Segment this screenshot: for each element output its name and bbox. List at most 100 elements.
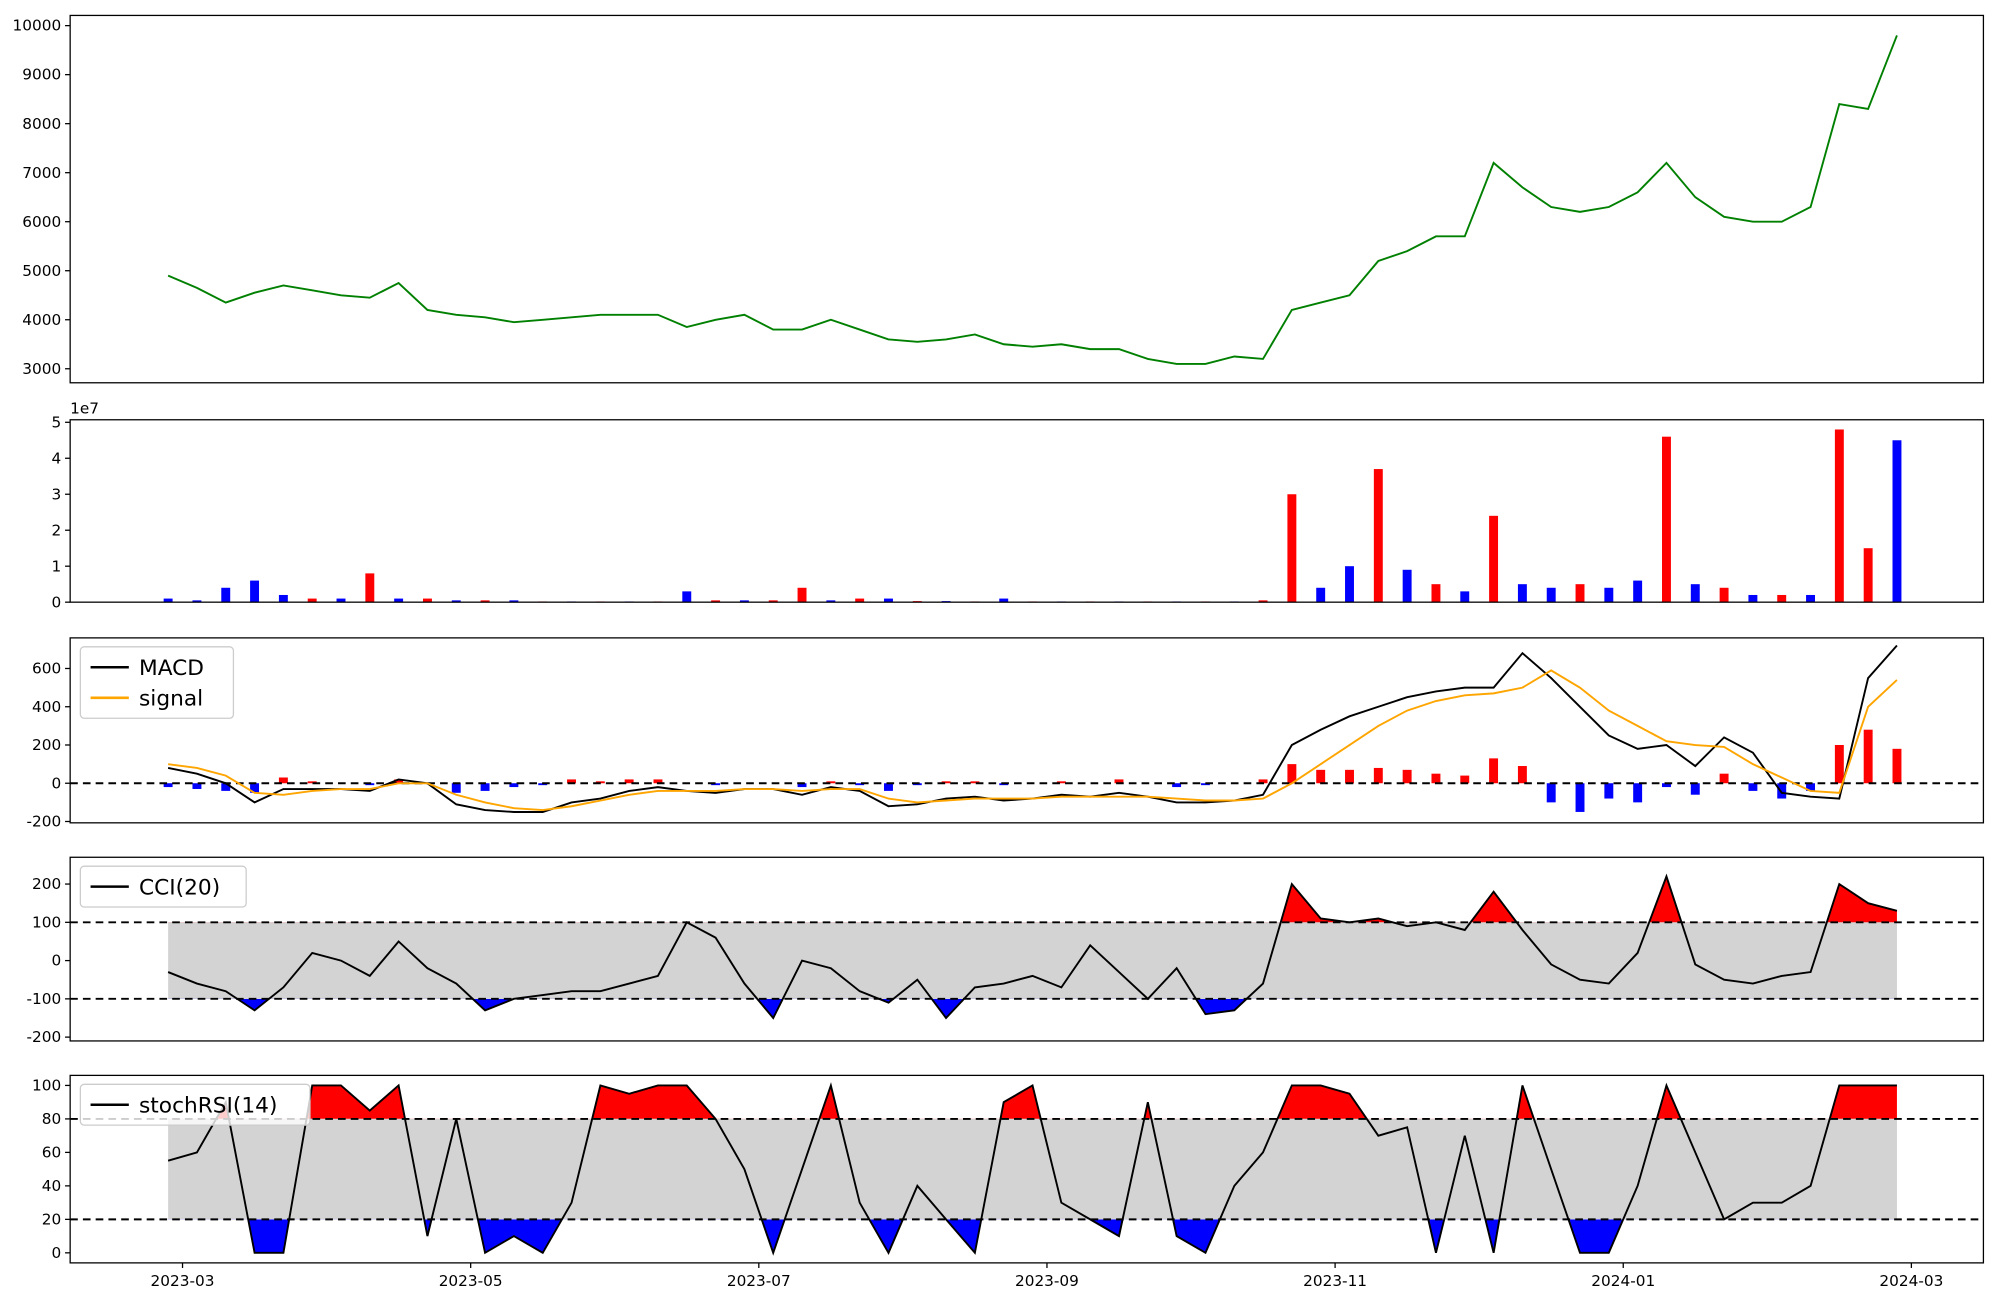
volume-bar <box>1460 591 1470 603</box>
panel: 3000 4000 5000 6000 7000 8000 9000 10000 <box>13 14 1985 384</box>
histogram-bar <box>1316 769 1326 784</box>
histogram-bar <box>1431 773 1441 784</box>
panel-frame <box>69 637 1985 824</box>
histogram-bar <box>941 781 951 784</box>
legend-label: MACD <box>139 656 204 681</box>
y-tick-label: 40 <box>42 1177 61 1195</box>
histogram-bar <box>1777 783 1787 799</box>
volume-bar <box>999 598 1009 603</box>
volume-bar <box>884 598 893 603</box>
histogram-bar <box>163 783 173 788</box>
volume-bar <box>192 600 202 603</box>
y-tick-label: 10000 <box>13 17 62 35</box>
upper-fill <box>168 1085 1897 1119</box>
y-tick-label: -100 <box>27 990 62 1008</box>
indicator-line <box>167 873 1898 1020</box>
histogram-bar <box>884 783 893 791</box>
histogram-bar <box>1748 783 1758 791</box>
volume-bar <box>1661 436 1671 603</box>
y-tick-label: -200 <box>27 1028 62 1046</box>
volume-bar <box>278 594 288 603</box>
histogram-bar <box>1863 729 1873 784</box>
histogram-bar <box>1892 748 1902 784</box>
histogram-bar <box>1056 781 1066 784</box>
histogram-bar <box>192 783 202 789</box>
y-tick-label: 20 <box>42 1210 61 1228</box>
y-tick-label: 100 <box>32 1077 61 1095</box>
legend-label: CCI(20) <box>139 875 220 900</box>
legend-box <box>79 1083 311 1126</box>
histogram-bar <box>394 779 404 784</box>
histogram-bar <box>1546 783 1556 803</box>
axis-offset-label: 1e7 <box>70 399 99 417</box>
x-tick-label: 2024-01 <box>1591 1272 1655 1290</box>
histogram-bar <box>1834 744 1844 784</box>
y-tick-label: 80 <box>42 1110 61 1128</box>
x-tick-label: 2023-07 <box>727 1272 791 1290</box>
histogram-bar <box>797 783 807 788</box>
panel-frame <box>69 419 1985 603</box>
y-tick-label: 60 <box>42 1143 61 1161</box>
volume-bar <box>1690 584 1700 603</box>
volume-bar <box>1345 566 1354 603</box>
volume-bar <box>768 600 778 603</box>
volume-bar <box>855 598 865 603</box>
panel-frame <box>69 856 1985 1042</box>
y-tick-label: 2 <box>51 521 61 539</box>
panel: 0 20 40 60 80 100 stochRSI(14) 2023-03 2023-05 20… <box>32 1074 1985 1290</box>
histogram-bar <box>1345 769 1354 784</box>
volume-bar <box>1806 594 1815 603</box>
histogram-bar <box>221 783 231 791</box>
y-tick-label: 200 <box>32 736 61 754</box>
panel-frame <box>69 14 1985 384</box>
panel: 0 1 2 3 4 5 1e7 <box>51 399 1985 611</box>
volume-bar <box>1517 584 1527 603</box>
histogram-bar <box>624 779 634 784</box>
histogram-bar <box>1489 758 1499 784</box>
volume-bar <box>1431 584 1441 603</box>
y-tick-label: 100 <box>32 913 61 931</box>
volume-bar <box>509 600 519 603</box>
y-tick-label: 3 <box>51 485 61 503</box>
legend-box <box>79 646 235 719</box>
volume-bar <box>1489 515 1499 603</box>
volume-bar <box>711 600 721 603</box>
histogram-bar <box>970 781 980 784</box>
volume-bar <box>336 598 346 603</box>
price-line <box>167 35 1898 365</box>
indicator-line <box>167 1082 1897 1256</box>
volume-bar <box>682 591 692 603</box>
histogram-bar <box>1172 783 1182 788</box>
histogram-bar <box>1661 783 1671 788</box>
panel: -200 0 200 400 600 MACD signal <box>27 637 1985 831</box>
legend-box <box>79 865 247 908</box>
panel: -200 -100 0 100 200 CCI(20) <box>27 856 1985 1046</box>
volume-bar <box>1892 440 1902 603</box>
histogram-bar <box>1287 764 1297 784</box>
histogram-bar <box>509 783 519 788</box>
y-tick-label: 200 <box>32 875 61 893</box>
volume-bar <box>250 580 260 603</box>
histogram-bar <box>1460 775 1470 784</box>
histogram-bar <box>250 783 260 793</box>
y-tick-label: 600 <box>32 660 61 678</box>
histogram-bar <box>1690 783 1700 795</box>
histogram-bar <box>1373 767 1383 784</box>
histogram-bar <box>278 777 288 784</box>
x-tick-label: 2023-03 <box>151 1272 215 1290</box>
volume-bar <box>797 587 807 603</box>
volume-bar <box>221 587 231 603</box>
volume-bar <box>394 598 404 603</box>
volume-bar <box>1287 494 1297 603</box>
histogram-bar <box>1402 769 1412 784</box>
panel-frame <box>69 1074 1985 1264</box>
volume-bar <box>739 600 749 603</box>
volume-bar <box>1316 587 1326 603</box>
x-tick-label: 2023-11 <box>1303 1272 1367 1290</box>
histogram-bar <box>1806 783 1815 791</box>
legend-label: signal <box>139 686 203 711</box>
volume-bar <box>826 600 836 603</box>
y-tick-label: 1 <box>51 557 61 575</box>
histogram-bar <box>451 783 461 793</box>
y-tick-label: 4000 <box>22 311 61 329</box>
